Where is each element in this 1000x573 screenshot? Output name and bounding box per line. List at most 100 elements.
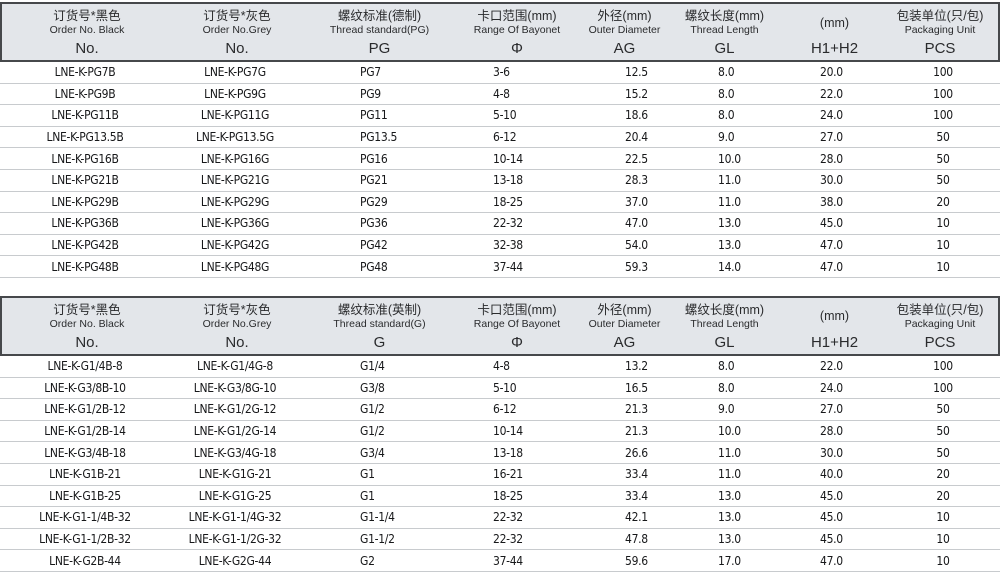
table-cell: 22-32: [493, 216, 523, 231]
column-label-zh: 订货号*黑色: [53, 9, 121, 23]
table-cell: 14.0: [718, 259, 741, 274]
table-cell: 10-14: [493, 151, 523, 166]
table-cell: 13.0: [718, 531, 741, 546]
table-cell: 37-44: [493, 259, 523, 274]
table-cell: 59.3: [625, 259, 648, 274]
column-label-en: Thread standard(PG): [329, 24, 430, 36]
table-cell: LNE-K-PG36G: [200, 216, 270, 231]
table-cell: LNE-K-PG11G: [200, 108, 270, 123]
table-cell: 28.3: [625, 173, 648, 188]
column-header: 订货号*黑色 Order No. Black No.: [2, 298, 172, 354]
column-label-zh: 螺纹标准(英制): [337, 302, 422, 317]
column-label-en: Order No.Grey: [202, 317, 272, 330]
table-cell: G1: [360, 488, 375, 503]
table-cell: 13.0: [718, 488, 741, 503]
table-cell: 5-10: [493, 108, 517, 123]
table-cell: 30.0: [820, 173, 843, 188]
table-cell: 4-8: [493, 359, 510, 374]
column-header-labels: 螺纹标准(德制) Thread standard(PG): [330, 8, 429, 38]
table-cell: 50: [936, 151, 950, 166]
table-cell: 100: [933, 65, 953, 80]
table-cell: 45.0: [820, 488, 843, 503]
table-row: LNE-K-PG13.5B LNE-K-PG13.5G PG13.5 6-12 20.4…: [0, 126, 1000, 149]
table-cell: 37.0: [625, 194, 648, 209]
table-cell: LNE-K-G3/4G-18: [193, 445, 277, 460]
column-label-en: Outer Diameter: [588, 24, 661, 36]
table-cell: 10.0: [718, 151, 741, 166]
table-cell: 21.3: [625, 424, 648, 439]
table-cell: LNE-K-PG29G: [200, 194, 270, 209]
table-cell: LNE-K-PG21B: [51, 173, 119, 188]
table-cell: 10: [936, 259, 950, 274]
table-cell: 22.0: [820, 86, 843, 101]
column-label-zh: (mm): [819, 15, 850, 30]
table-cell: PG48: [360, 259, 388, 274]
table-cell: 8.0: [718, 359, 735, 374]
table-cell: G1: [360, 467, 375, 482]
table-cell: 5-10: [493, 380, 517, 395]
table-cell: G2: [360, 553, 375, 568]
table-cell: LNE-K-G1/4G-8: [197, 359, 273, 374]
table-row: LNE-K-PG7B LNE-K-PG7G PG7 3-6 12.5 8.0 20.0 100: [0, 62, 1000, 84]
table-cell: PG9: [360, 86, 381, 101]
column-label-en: Thread Length: [690, 317, 759, 330]
table-cell: 10: [936, 553, 950, 568]
column-header: 包装单位(只/包) Packaging Unit PCS: [892, 4, 998, 60]
table-cell: 28.0: [820, 151, 843, 166]
column-label-en: Order No.Grey: [202, 24, 272, 36]
table-cell: 9.0: [718, 130, 735, 145]
table-cell: 8.0: [718, 380, 735, 395]
table-cell: 10: [936, 531, 950, 546]
column-header-labels: 包装单位(只/包) Packaging Unit: [897, 8, 984, 38]
table-cell: 16-21: [493, 467, 523, 482]
table-row: LNE-K-G3/8B-10 LNE-K-G3/8G-10 G3/8 5-10 16.5…: [0, 377, 1000, 400]
column-code-label: PCS: [924, 333, 956, 351]
table-cell: LNE-K-G3/8G-10: [193, 380, 277, 395]
column-header-labels: 外径(mm) Outer Diameter: [589, 302, 661, 332]
table-row: LNE-K-G1/2B-14 LNE-K-G1/2G-14 G1/2 10-14 21.…: [0, 420, 1000, 443]
table-cell: 47.0: [820, 259, 843, 274]
table-cell: 30.0: [820, 445, 843, 460]
table-header-row: 订货号*黑色 Order No. Black No. 订货号*灰色 Order No.G…: [0, 295, 1000, 356]
column-label-zh: 外径(mm): [597, 9, 652, 23]
table-cell: LNE-K-PG21G: [200, 173, 270, 188]
column-label-en: Packaging Unit: [904, 317, 976, 330]
column-label-zh: 卡口范围(mm): [477, 9, 557, 23]
table-row: LNE-K-PG9B LNE-K-PG9G PG9 4-8 15.2 8.0 22.0 100: [0, 83, 1000, 106]
table-cell: 20: [936, 467, 950, 482]
table-cell: 10: [936, 216, 950, 231]
table-cell: 17.0: [718, 553, 741, 568]
table-cell: G1/2: [360, 424, 385, 439]
table-cell: 8.0: [718, 108, 735, 123]
column-label-en: Outer Diameter: [588, 317, 661, 330]
column-code-label: H1+H2: [810, 40, 859, 57]
table-cell: 10: [936, 238, 950, 253]
table-cell: 33.4: [625, 488, 648, 503]
table-cell: 13.0: [718, 216, 741, 231]
table-cell: PG36: [360, 216, 388, 231]
table-cell: 26.6: [625, 445, 648, 460]
table-cell: 4-8: [493, 86, 510, 101]
table-cell: 45.0: [820, 216, 843, 231]
table-cell: 54.0: [625, 238, 648, 253]
table-cell: LNE-K-G1/2G-14: [193, 424, 277, 439]
column-header: 螺纹长度(mm) Thread Length GL: [672, 298, 777, 354]
column-header: 螺纹标准(英制) Thread standard(G) G: [302, 298, 457, 354]
table-cell: 10: [936, 510, 950, 525]
table-cell: LNE-K-G1G-21: [198, 467, 272, 482]
table-cell: 100: [933, 380, 953, 395]
column-label-en: Range Of Bayonet: [473, 317, 561, 330]
table-cell: PG42: [360, 238, 388, 253]
table-cell: LNE-K-PG11B: [51, 108, 119, 123]
table-cell: 20: [936, 488, 950, 503]
table-cell: 32-38: [493, 238, 523, 253]
table-cell: 20.0: [820, 65, 843, 80]
table-cell: 28.0: [820, 424, 843, 439]
column-label-en: Thread standard(G): [333, 317, 426, 330]
table-row: LNE-K-PG16B LNE-K-PG16G PG16 10-14 22.5 10.0 2…: [0, 148, 1000, 170]
column-label-zh: 订货号*灰色: [203, 9, 271, 23]
column-code-label: No.: [225, 333, 249, 351]
table-cell: LNE-K-G1-1/4B-32: [39, 510, 131, 525]
table-cell: 50: [936, 402, 950, 417]
table-cell: G1-1/2: [360, 531, 395, 546]
